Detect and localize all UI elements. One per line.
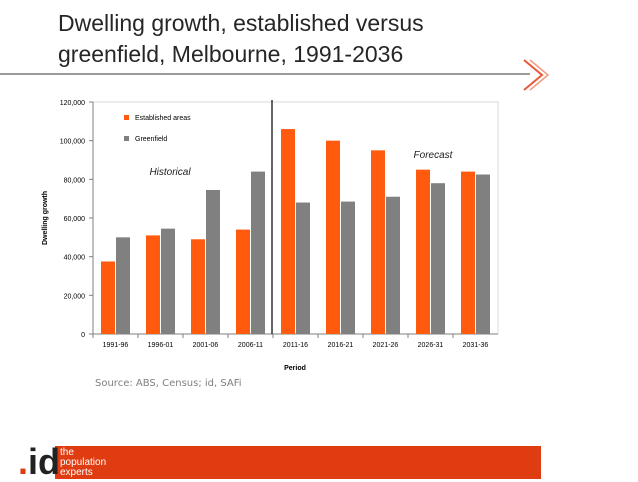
source-note: Source: ABS, Census; id, SAFi xyxy=(95,378,242,389)
historical-label: Historical xyxy=(149,167,191,178)
bar-greenfield-2026-31 xyxy=(431,183,445,334)
y-tick-label: 80,000 xyxy=(64,177,86,184)
bar-greenfield-2001-06 xyxy=(206,189,220,334)
bar-established-1991-96 xyxy=(101,261,115,334)
slide-title-line2: greenfield, Melbourne, 1991-2036 xyxy=(58,41,404,67)
brand-tagline: the population experts xyxy=(60,448,106,478)
x-tick-label: 2001-06 xyxy=(193,342,219,349)
x-tick-label: 2016-21 xyxy=(328,342,354,349)
slide-title: Dwelling growth, established versus gree… xyxy=(58,8,498,70)
bar-established-2011-16 xyxy=(281,129,295,334)
x-tick-label: 2026-31 xyxy=(418,342,444,349)
legend-label-established: Established areas xyxy=(135,115,191,122)
bar-greenfield-2011-16 xyxy=(296,202,310,334)
bar-greenfield-1996-01 xyxy=(161,228,175,334)
y-tick-label: 40,000 xyxy=(64,255,86,262)
x-tick-label: 2031-36 xyxy=(463,342,489,349)
x-tick-label: 2021-26 xyxy=(373,342,399,349)
bar-established-2021-26 xyxy=(371,150,385,334)
bar-greenfield-2006-11 xyxy=(251,171,265,334)
brand-tagline-line1: the xyxy=(60,447,74,458)
brand-tagline-line2: population xyxy=(60,457,107,468)
bar-established-2006-11 xyxy=(236,229,250,334)
chevron-right-icon xyxy=(523,59,550,91)
dwelling-growth-chart: 0 20,000 40,000 60,000 80,000 100,000 120,000 1… xyxy=(42,100,499,372)
x-tick-label: 1996-01 xyxy=(148,342,174,349)
forecast-label: Forecast xyxy=(414,150,454,161)
bar-established-2031-36 xyxy=(461,171,475,334)
slide-title-line1: Dwelling growth, established versus xyxy=(58,10,424,36)
brand-logo-text: id xyxy=(28,441,61,482)
bar-greenfield-2021-26 xyxy=(386,196,400,334)
y-tick-label: 60,000 xyxy=(64,216,86,223)
legend-swatch-established xyxy=(124,115,129,120)
x-tick-label: 2006-11 xyxy=(238,342,263,349)
y-tick-label: 100,000 xyxy=(60,139,85,146)
brand-tagline-line3: experts xyxy=(60,467,93,478)
x-tick-label: 1991-96 xyxy=(103,342,129,349)
y-axis-title: Dwelling growth xyxy=(42,191,49,245)
y-tick-label: 20,000 xyxy=(64,293,86,300)
y-tick-label: 120,000 xyxy=(60,100,85,107)
x-axis-title: Period xyxy=(284,365,306,372)
footer-band xyxy=(55,446,541,479)
bar-established-1996-01 xyxy=(146,235,160,334)
bar-greenfield-2016-21 xyxy=(341,201,355,334)
y-tick-label: 0 xyxy=(81,332,85,339)
bar-greenfield-2031-36 xyxy=(476,174,490,334)
bar-established-2026-31 xyxy=(416,169,430,334)
legend-swatch-greenfield xyxy=(124,136,129,141)
brand-logo: .id xyxy=(18,444,60,480)
brand-logo-dot: . xyxy=(18,441,29,482)
bar-established-2001-06 xyxy=(191,239,205,334)
legend-label-greenfield: Greenfield xyxy=(135,136,167,143)
bar-established-2016-21 xyxy=(326,140,340,334)
title-divider xyxy=(0,73,530,75)
bar-greenfield-1991-96 xyxy=(116,237,130,334)
x-tick-label: 2011-16 xyxy=(283,342,308,349)
